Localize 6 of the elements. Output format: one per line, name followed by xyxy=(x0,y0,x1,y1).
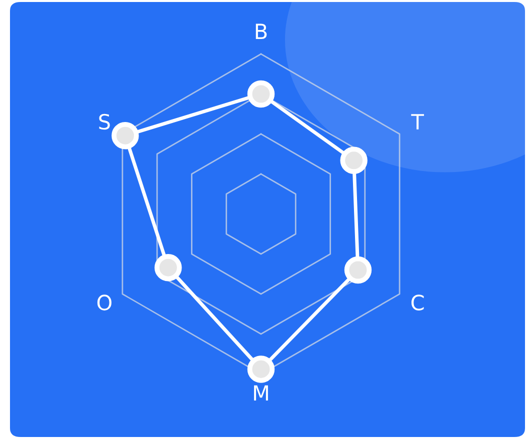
spoke-label: S xyxy=(99,114,110,130)
spoke-label: T xyxy=(411,114,424,130)
spoke-label: O xyxy=(97,294,112,310)
spoke-label: M xyxy=(254,385,268,401)
spoke-label: B xyxy=(256,24,267,39)
spoke-label: C xyxy=(411,294,424,310)
